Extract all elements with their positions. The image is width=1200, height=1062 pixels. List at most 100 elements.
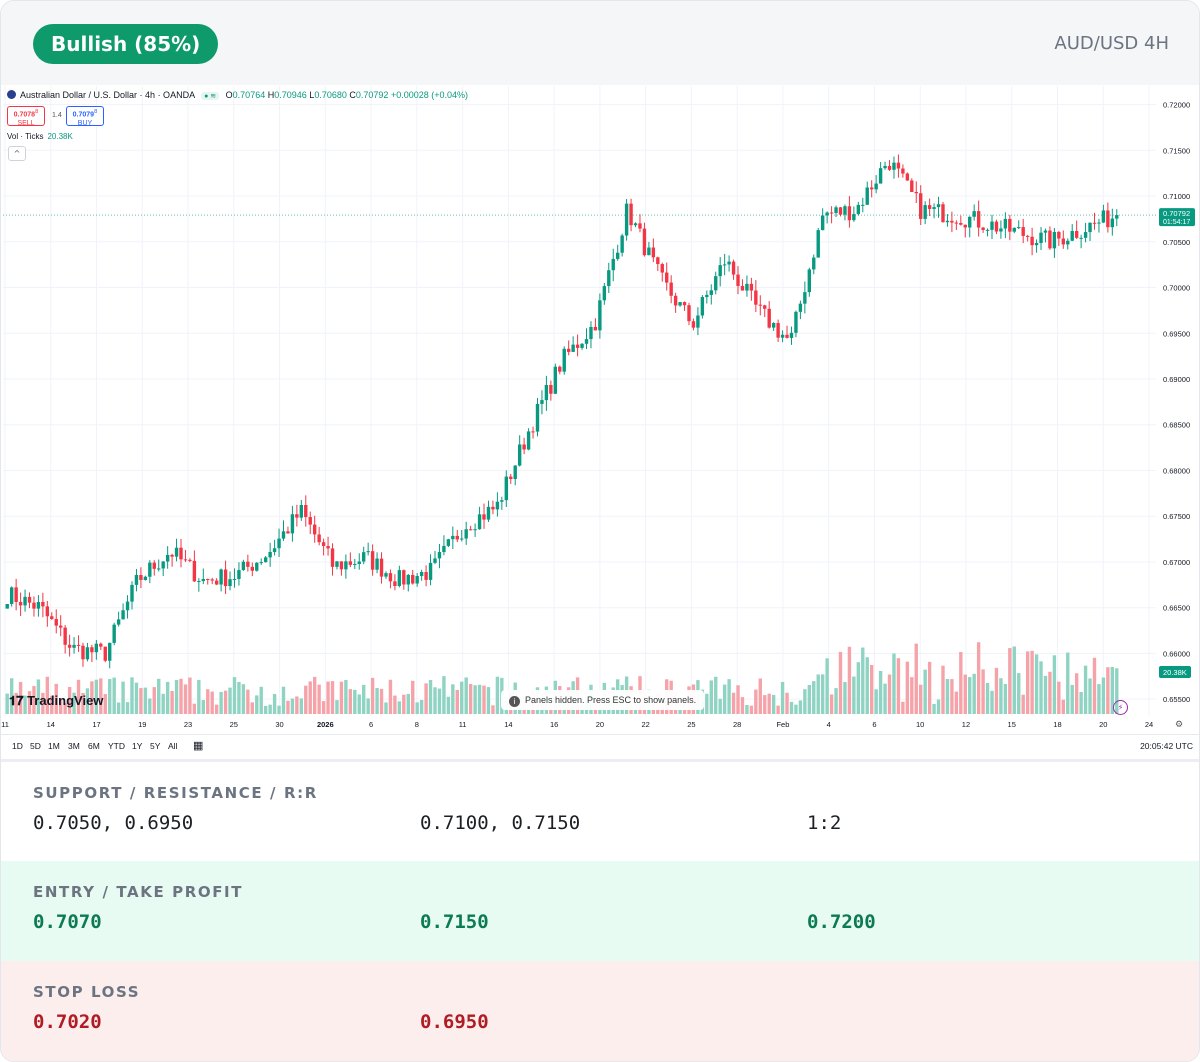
volume-bar xyxy=(299,698,304,714)
date-range-calendar-icon[interactable]: ▦ xyxy=(193,740,204,752)
tf-6m[interactable]: 6M xyxy=(88,741,100,751)
candle-body xyxy=(718,265,722,277)
candle-body xyxy=(263,557,268,563)
candle-body xyxy=(544,385,549,401)
sell-button[interactable]: 0.70788 SELL xyxy=(7,106,45,127)
y-tick-label: 0.69500 xyxy=(1163,329,1190,338)
volume-bar xyxy=(45,676,50,714)
candle-body xyxy=(558,366,562,372)
tradingview-logo[interactable]: 𝟏𝟕 TradingView xyxy=(9,693,103,709)
volume-bar xyxy=(148,698,152,714)
risk-reward-value: 1:2 xyxy=(807,812,842,834)
volume-bar xyxy=(1021,694,1025,714)
price-chart[interactable]: 0.72000 0.71500 0.71000 0.70500 0.70000 0.695… xyxy=(1,86,1199,758)
buy-button[interactable]: 0.70798 BUY xyxy=(66,106,104,127)
sell-price-sup: 8 xyxy=(35,109,39,115)
tf-all[interactable]: All xyxy=(168,741,178,751)
volume-bar xyxy=(1030,650,1034,714)
volume-bar xyxy=(250,702,255,714)
tf-1m[interactable]: 1M xyxy=(48,741,60,751)
candle-body xyxy=(1101,210,1106,223)
candle-body xyxy=(402,570,406,585)
volume-bar xyxy=(143,687,148,714)
x-tick-label: 10 xyxy=(916,720,924,729)
volume-bar xyxy=(798,700,803,714)
candle-body xyxy=(584,339,589,344)
candle-body xyxy=(442,545,446,553)
volume-label[interactable]: Vol · Ticks xyxy=(7,132,44,141)
candle-body xyxy=(206,578,210,580)
tf-1d[interactable]: 1D xyxy=(12,741,23,751)
x-tick-label: Feb xyxy=(776,720,789,729)
candle-body xyxy=(919,193,923,219)
candle-body xyxy=(812,257,816,270)
candle-body xyxy=(838,207,843,215)
tf-3m[interactable]: 3M xyxy=(68,741,80,751)
volume-bar xyxy=(972,673,976,714)
buy-price: 0.7079 xyxy=(72,111,95,119)
candle-body xyxy=(321,542,326,546)
candle-body xyxy=(923,205,927,219)
volume-bar xyxy=(1034,654,1039,714)
candle-body xyxy=(972,211,976,217)
buy-price-sup: 8 xyxy=(94,109,98,115)
market-status-icon: ● ≋ xyxy=(201,92,220,100)
volume-bar xyxy=(446,696,451,714)
candle-body xyxy=(312,524,317,535)
volume-bar xyxy=(477,684,482,714)
volume-bar xyxy=(94,679,99,714)
candle-body xyxy=(794,311,798,333)
volume-bar xyxy=(847,646,852,714)
symbol-title[interactable]: Australian Dollar / U.S. Dollar · 4h · O… xyxy=(20,90,195,100)
candle-body xyxy=(460,538,464,540)
volume-bar xyxy=(874,689,878,714)
stop-loss-2-value: 0.6950 xyxy=(420,1011,489,1033)
candle-body xyxy=(94,643,99,653)
volume-bar xyxy=(259,686,263,714)
candle-body xyxy=(896,162,901,169)
tf-5y[interactable]: 5Y xyxy=(150,741,161,751)
y-tick-label: 0.67000 xyxy=(1163,558,1190,567)
volume-bar xyxy=(116,702,121,714)
lightning-icon[interactable]: ⚡ xyxy=(1113,700,1128,715)
candle-body xyxy=(1061,238,1065,245)
collapse-legend-button[interactable]: ^ xyxy=(8,146,26,161)
candle-body xyxy=(375,558,379,570)
utc-clock[interactable]: 20:05:42 UTC xyxy=(1140,741,1193,751)
candle-body xyxy=(566,348,571,352)
candle-body xyxy=(575,344,580,348)
tf-ytd[interactable]: YTD xyxy=(108,741,125,751)
candle-body xyxy=(517,444,522,466)
candle-body xyxy=(295,514,299,518)
tf-5d[interactable]: 5D xyxy=(30,741,41,751)
candle-body xyxy=(446,539,451,546)
candle-body xyxy=(665,272,669,283)
volume-bar xyxy=(179,678,183,714)
resistance-value: 0.7100, 0.7150 xyxy=(420,812,581,834)
candle-body xyxy=(76,644,81,646)
y-tick-label: 0.72000 xyxy=(1163,101,1190,110)
candle-body xyxy=(54,619,58,626)
panels-hidden-toast: i Panels hidden. Press ESC to show panels… xyxy=(501,690,705,710)
candle-body xyxy=(157,568,161,570)
candle-body xyxy=(722,264,727,266)
volume-bar xyxy=(290,698,295,714)
volume-bar xyxy=(183,684,188,714)
volume-bar xyxy=(152,687,156,714)
candle-body xyxy=(607,270,611,287)
candlestick-chart-svg[interactable]: 0.72000 0.71500 0.71000 0.70500 0.70000 0.695… xyxy=(1,86,1199,734)
tf-1y[interactable]: 1Y xyxy=(132,741,143,751)
volume-bar xyxy=(1052,655,1057,714)
volume-bar xyxy=(1039,661,1043,714)
x-tick-label: 2026 xyxy=(317,720,334,729)
volume-bar xyxy=(384,702,388,714)
candle-body xyxy=(281,531,286,539)
volume-bar xyxy=(1008,648,1012,714)
volume-bar xyxy=(27,691,32,714)
card-header: Bullish (85%) AUD/USD 4H xyxy=(1,1,1199,85)
candle-body xyxy=(81,645,85,660)
candle-body xyxy=(504,476,508,501)
candle-body xyxy=(740,285,745,291)
candle-body xyxy=(994,221,999,232)
volume-bar xyxy=(1083,665,1088,714)
